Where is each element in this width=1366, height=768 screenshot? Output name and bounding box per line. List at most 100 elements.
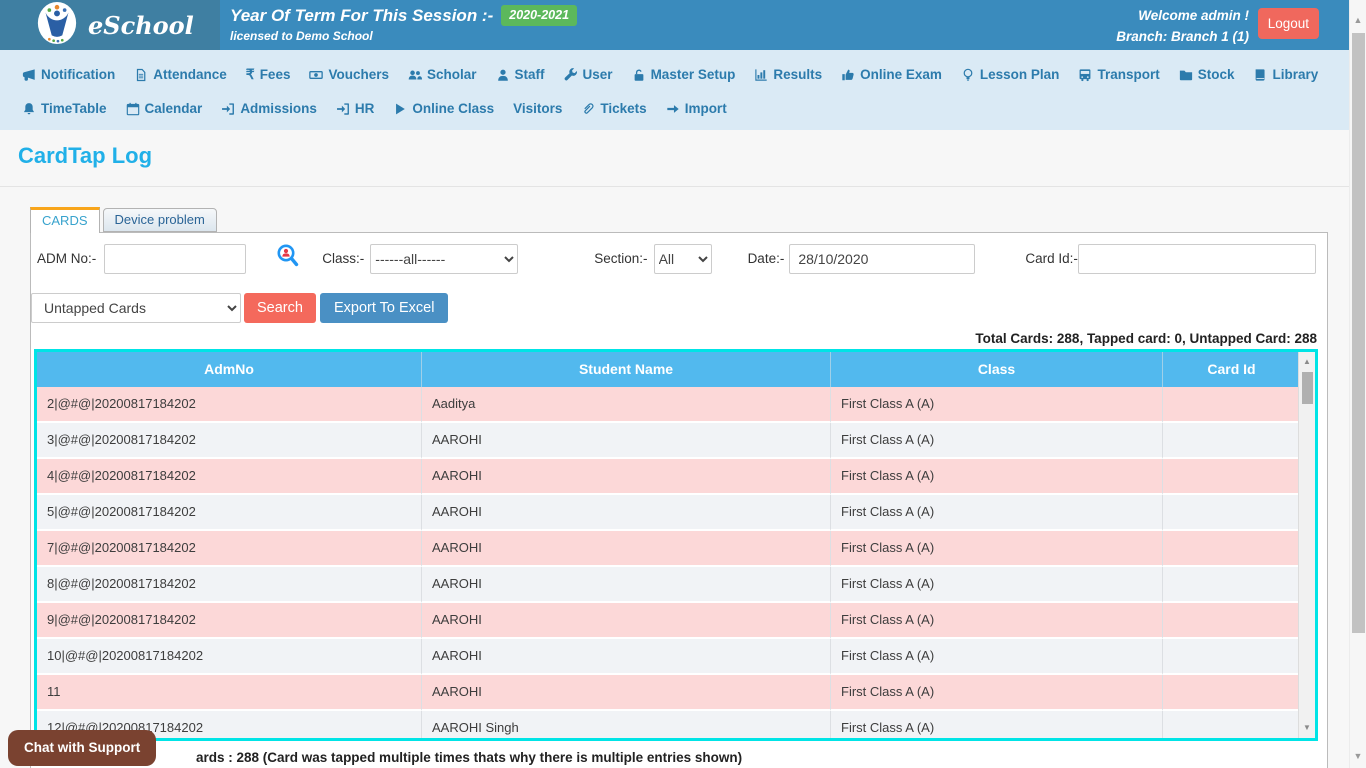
table-scrollbar[interactable]: ▲ ▼ [1298,352,1315,738]
brand-name: eSchool [88,10,194,40]
nav-item-vouchers[interactable]: Vouchers [309,67,389,82]
table-row: 10|@#@|20200817184202 AAROHI First Class A… [37,639,1315,675]
nav-item-label: Tickets [600,101,647,116]
page-title: CardTap Log [18,143,153,168]
nav-item-calendar[interactable]: Calendar [126,101,203,116]
welcome-text: Welcome admin ! [1138,8,1249,23]
nav-item-attendance[interactable]: Attendance [134,67,227,82]
chat-with-support-button[interactable]: Chat with Support [8,730,157,766]
nav-item-visitors[interactable]: Visitors [513,101,562,116]
export-to-excel-button[interactable]: Export To Excel [319,293,449,323]
wrench-icon [564,67,578,82]
sign-in-icon [336,102,350,116]
nav-item-user[interactable]: User [564,67,613,82]
money-icon [309,68,324,82]
card-id-input[interactable] [1077,243,1316,274]
nav-item-master-setup[interactable]: Master Setup [632,67,736,82]
card-status-select[interactable]: Untapped Cards [31,293,241,323]
cell-class: First Class A (A) [831,495,1163,531]
cell-card-id [1163,459,1300,495]
section-select[interactable]: All [653,243,712,274]
nav-item-tickets[interactable]: Tickets [581,101,647,116]
table-row: 9|@#@|20200817184202 AAROHI First Class A … [37,603,1315,639]
scroll-down-icon[interactable]: ▼ [1303,723,1311,732]
tab-cards[interactable]: CARDS [30,207,100,233]
table-header-row: AdmNo Student Name Class Card Id [37,352,1315,387]
nav-item-lesson-plan[interactable]: Lesson Plan [961,67,1059,82]
cell-admno: 8|@#@|20200817184202 [37,567,422,603]
cell-card-id [1163,387,1300,423]
cell-admno: 4|@#@|20200817184202 [37,459,422,495]
users-icon [408,68,422,82]
bell-icon [22,102,36,116]
adm-no-label: ADM No:- [37,251,97,266]
page-scroll-up-icon[interactable]: ▲ [1353,15,1363,25]
class-select[interactable]: ------all------ [370,243,519,274]
user-icon [496,68,510,82]
table-body: 2|@#@|20200817184202 Aaditya First Class A… [37,387,1315,738]
arrow-right-icon [666,102,680,116]
page-scrollbar-thumb[interactable] [1352,33,1365,633]
thumbs-up-icon [841,68,855,82]
adm-no-input[interactable] [104,243,247,274]
cell-admno: 3|@#@|20200817184202 [37,423,422,459]
nav-item-label: Transport [1097,67,1160,82]
date-label: Date:- [747,251,785,266]
nav-item-label: Notification [41,67,116,82]
nav-item-label: Calendar [144,101,203,116]
nav-item-label: Attendance [153,67,227,82]
nav-item-transport[interactable]: Transport [1078,67,1160,82]
unlock-icon [632,68,646,82]
sign-in-icon [221,102,235,116]
bus-icon [1078,68,1092,82]
nav-item-fees[interactable]: ₹ Fees [246,67,291,82]
cell-student-name: AAROHI [422,531,831,567]
nav-item-label: Online Exam [860,67,942,82]
paperclip-icon [581,102,595,116]
search-student-icon[interactable] [276,243,300,274]
cell-class: First Class A (A) [831,603,1163,639]
nav-item-staff[interactable]: Staff [496,67,545,82]
cell-class: First Class A (A) [831,711,1163,738]
filter-row-1: ADM No:- Class:- ------all------ Section… [31,239,1327,274]
play-icon [393,102,407,116]
nav-item-library[interactable]: Library [1253,67,1318,82]
nav-item-label: Master Setup [650,67,736,82]
nav-item-online-class[interactable]: Online Class [393,101,494,116]
cell-class: First Class A (A) [831,387,1163,423]
cell-student-name: AAROHI [422,495,831,531]
nav-item-notification[interactable]: Notification [22,67,115,82]
scroll-up-icon[interactable]: ▲ [1303,357,1311,366]
cell-card-id [1163,567,1300,603]
tab-device-problem[interactable]: Device problem [102,208,217,232]
section-label: Section:- [594,251,648,266]
nav-item-online-exam[interactable]: Online Exam [841,67,942,82]
nav-item-scholar[interactable]: Scholar [408,67,477,82]
page-scroll-down-icon[interactable]: ▼ [1353,751,1363,761]
nav-item-label: Online Class [412,101,495,116]
nav-item-admissions[interactable]: Admissions [221,101,317,116]
cell-student-name: AAROHI [422,459,831,495]
cell-card-id [1163,711,1300,738]
nav-item-timetable[interactable]: TimeTable [22,101,107,116]
cell-student-name: Aaditya [422,387,831,423]
table-row: 12|@#@|20200817184202 AAROHI Singh First C… [37,711,1315,738]
megaphone-icon [22,68,36,82]
logout-button[interactable]: Logout [1257,8,1319,39]
cards-panel: ADM No:- Class:- ------all------ Section… [30,232,1328,768]
cell-student-name: AAROHI [422,675,831,711]
nav-item-stock[interactable]: Stock [1179,67,1235,82]
nav-item-label: Staff [514,67,545,82]
nav-item-import[interactable]: Import [666,101,727,116]
page-scrollbar[interactable]: ▲ ▼ [1349,0,1366,768]
eschool-logo-icon [36,1,78,50]
nav-item-hr[interactable]: HR [336,101,374,116]
nav-item-label: Import [684,101,727,116]
search-button[interactable]: Search [244,293,316,323]
date-input[interactable] [789,243,976,274]
table-scrollbar-thumb[interactable] [1302,372,1313,404]
nav-item-results[interactable]: Results [754,67,822,82]
card-id-label: Card Id:- [1025,251,1078,266]
nav-item-label: Stock [1197,67,1235,82]
table-row: 11 AAROHI First Class A (A) [37,675,1315,711]
